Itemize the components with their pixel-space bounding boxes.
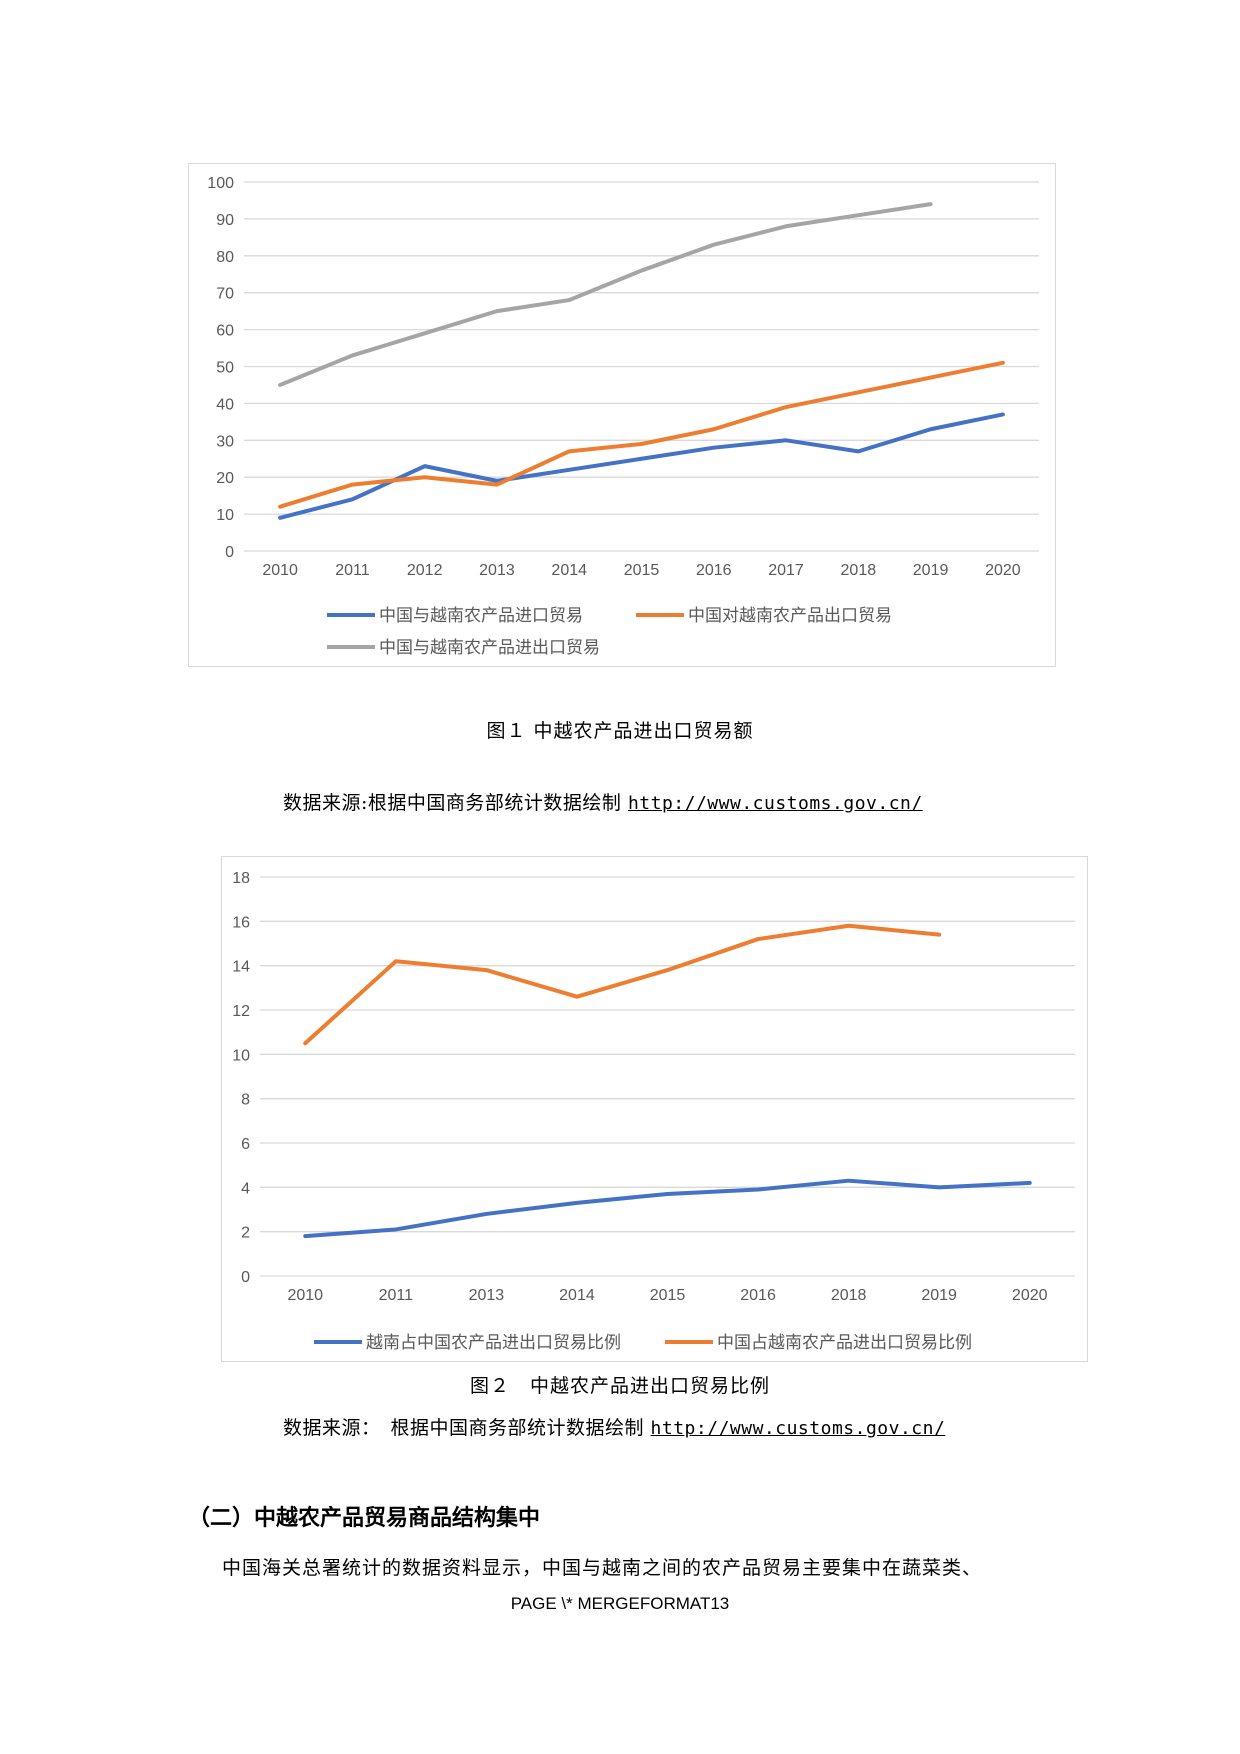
chart-2-x-tick-label: 2020 xyxy=(1012,1287,1048,1304)
chart-1-y-tick-label: 20 xyxy=(216,470,234,487)
chart-2-x-tick-label: 2011 xyxy=(379,1287,414,1304)
chart-1-x-tick-label: 2013 xyxy=(479,562,515,579)
figure-2-source-text: 数据来源： 根据中国商务部统计数据绘制 xyxy=(283,1417,651,1439)
chart-2-y-tick-label: 2 xyxy=(241,1225,250,1242)
chart-1: 0 10 20 30 40 50 60 70 80 90 100 2010 2011 2012 2013 20… xyxy=(188,163,1056,667)
chart-2-y-tick-label: 10 xyxy=(232,1047,250,1064)
chart-2-y-tick-label: 16 xyxy=(232,914,250,931)
chart-1-y-tick-label: 60 xyxy=(216,323,234,340)
chart-2-y-tick-label: 12 xyxy=(232,1003,250,1020)
chart-1-y-tick-label: 10 xyxy=(216,507,234,524)
figure-2-source: 数据来源： 根据中国商务部统计数据绘制 http://www.customs.g… xyxy=(283,1413,945,1440)
chart-2-series-line-1 xyxy=(303,1178,1032,1239)
chart-2-legend-label-1: 越南占中国农产品进出口贸易比例 xyxy=(366,1333,621,1353)
chart-1-x-tick-label: 2017 xyxy=(768,562,804,579)
chart-2-plot: 0 2 4 6 8 10 12 14 16 18 2010 2011 2013 2014 2015 2016 2… xyxy=(232,870,1075,1353)
chart-1-x-tick-label: 2010 xyxy=(262,562,298,579)
chart-1-legend-label-1: 中国与越南农产品进口贸易 xyxy=(379,606,583,626)
chart-2-x-tick-label: 2015 xyxy=(650,1287,686,1304)
chart-1-y-tick-label: 80 xyxy=(216,249,234,266)
figure-2-caption: 图２ 中越农产品进出口贸易比例 xyxy=(469,1375,770,1397)
chart-1-x-tick-label: 2020 xyxy=(985,562,1021,579)
chart-2-y-tick-label: 6 xyxy=(241,1136,250,1153)
figure-1-caption: 图１ 中越农产品进出口贸易额 xyxy=(486,720,754,742)
chart-1-x-tick-label: 2018 xyxy=(841,562,877,579)
figure-1-source-text: 数据来源:根据中国商务部统计数据绘制 xyxy=(283,792,628,814)
chart-1-legend-label-3: 中国与越南农产品进出口贸易 xyxy=(379,638,600,658)
chart-1-y-tick-label: 100 xyxy=(207,175,234,192)
figure-1-source-link[interactable]: http://www.customs.gov.cn/ xyxy=(627,793,923,814)
chart-2-x-tick-label: 2018 xyxy=(831,1287,867,1304)
chart-2-x-tick-label: 2013 xyxy=(469,1287,505,1304)
chart-2-y-tick-label: 8 xyxy=(241,1092,250,1109)
section-heading: （二）中越农产品贸易商品结构集中 xyxy=(188,1506,541,1531)
page-footer: PAGE \* MERGEFORMAT13 xyxy=(510,1594,730,1613)
chart-1-y-tick-label: 30 xyxy=(216,433,234,450)
chart-2-series-line-2 xyxy=(303,923,942,1046)
chart-1-x-tick-label: 2014 xyxy=(551,562,587,579)
chart-2: 0 2 4 6 8 10 12 14 16 18 2010 2011 2013 2014 2015 2016 2… xyxy=(221,856,1088,1362)
chart-2-x-tick-label: 2014 xyxy=(559,1287,595,1304)
chart-2-x-tick-label: 2016 xyxy=(740,1287,776,1304)
chart-1-y-tick-label: 70 xyxy=(216,286,234,303)
chart-1-y-tick-label: 0 xyxy=(225,544,234,561)
chart-1-x-tick-label: 2019 xyxy=(913,562,949,579)
chart-1-plot: 0 10 20 30 40 50 60 70 80 90 100 2010 2011 2012 2013 20… xyxy=(207,175,1039,658)
chart-1-y-tick-label: 50 xyxy=(216,360,234,377)
chart-1-y-tick-label: 40 xyxy=(216,396,234,413)
chart-2-y-tick-label: 14 xyxy=(232,959,250,976)
chart-1-x-tick-label: 2015 xyxy=(624,562,660,579)
chart-2-x-tick-label: 2010 xyxy=(287,1287,323,1304)
chart-1-x-tick-label: 2011 xyxy=(335,562,370,579)
chart-2-legend-label-2: 中国占越南农产品进出口贸易比例 xyxy=(717,1333,972,1353)
chart-2-x-tick-label: 2019 xyxy=(921,1287,957,1304)
chart-1-series-line-3 xyxy=(278,202,933,387)
chart-2-y-tick-label: 18 xyxy=(232,870,250,887)
chart-1-series-line-2 xyxy=(278,360,1005,509)
chart-1-x-tick-label: 2012 xyxy=(407,562,443,579)
chart-2-y-tick-label: 0 xyxy=(241,1269,250,1286)
chart-1-y-tick-label: 90 xyxy=(216,212,234,229)
chart-1-legend-label-2: 中国对越南农产品出口贸易 xyxy=(688,606,892,626)
chart-2-y-tick-label: 4 xyxy=(241,1180,250,1197)
figure-2-source-link[interactable]: http://www.customs.gov.cn/ xyxy=(650,1418,946,1439)
body-paragraph: 中国海关总署统计的数据资料显示，中国与越南之间的农产品贸易主要集中在蔬菜类、 xyxy=(222,1557,983,1579)
chart-1-x-tick-label: 2016 xyxy=(696,562,732,579)
figure-1-source: 数据来源:根据中国商务部统计数据绘制 http://www.customs.go… xyxy=(283,788,923,815)
chart-1-series-line-1 xyxy=(278,412,1005,520)
